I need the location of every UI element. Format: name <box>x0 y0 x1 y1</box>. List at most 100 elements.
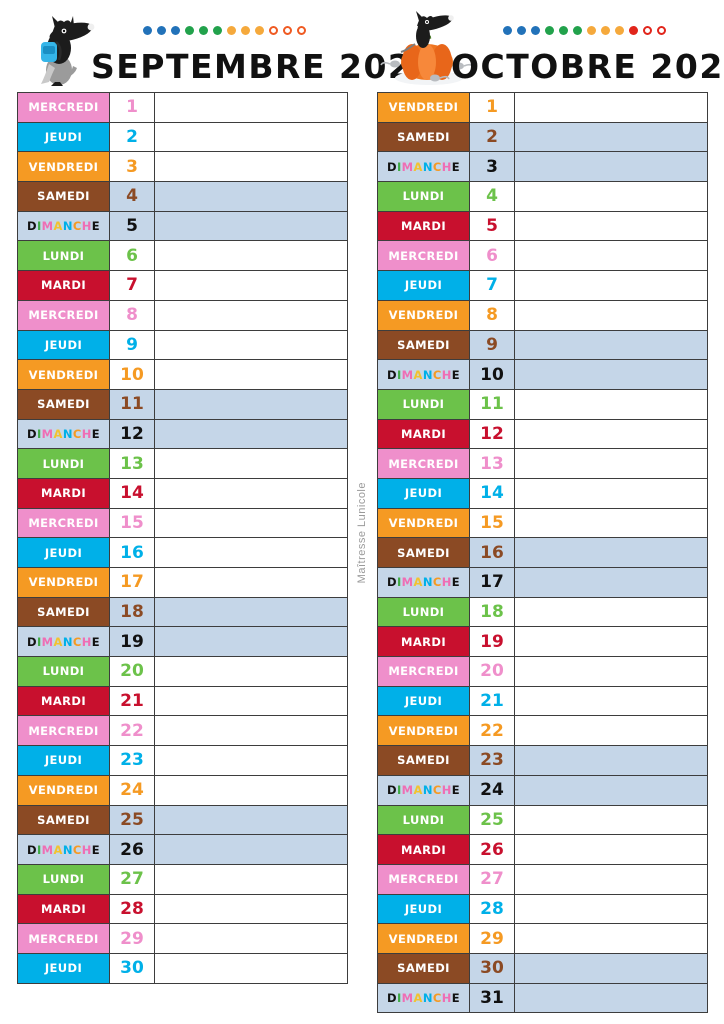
notes-cell[interactable] <box>514 685 708 717</box>
progress-dot <box>601 26 610 35</box>
notes-cell[interactable] <box>154 715 348 747</box>
notes-cell[interactable] <box>154 923 348 954</box>
notes-cell[interactable] <box>514 834 708 865</box>
notes-cell[interactable] <box>154 329 348 361</box>
notes-cell[interactable] <box>514 210 708 242</box>
notes-cell[interactable] <box>514 121 708 153</box>
notes-cell[interactable] <box>514 359 708 390</box>
day-number-cell: 12 <box>109 418 155 450</box>
notes-cell[interactable] <box>514 477 708 509</box>
notes-cell[interactable] <box>154 418 348 450</box>
day-name-cell: JEUDI <box>377 685 470 717</box>
notes-cell[interactable] <box>514 656 708 687</box>
notes-cell[interactable] <box>514 270 708 301</box>
day-name-cell: SAMEDI <box>377 329 470 361</box>
notes-cell[interactable] <box>514 982 708 1014</box>
notes-cell[interactable] <box>154 388 348 420</box>
day-label: SAMEDI <box>37 189 90 204</box>
day-number-cell: 11 <box>109 388 155 420</box>
notes-cell[interactable] <box>154 448 348 479</box>
calendar-row: DIMANCHE 17 <box>377 567 708 598</box>
notes-cell[interactable] <box>154 210 348 242</box>
day-name-cell: SAMEDI <box>17 388 110 420</box>
day-number-cell: 9 <box>109 329 155 361</box>
day-label: JEUDI <box>404 486 443 501</box>
notes-cell[interactable] <box>154 121 348 153</box>
notes-cell[interactable] <box>154 181 348 212</box>
notes-cell[interactable] <box>514 418 708 450</box>
notes-cell[interactable] <box>514 596 708 628</box>
notes-cell[interactable] <box>514 151 708 183</box>
notes-cell[interactable] <box>514 715 708 747</box>
day-number-cell: 20 <box>469 656 515 687</box>
day-name-cell: VENDREDI <box>377 715 470 747</box>
wolf-with-backpack-icon <box>19 4 105 88</box>
notes-cell[interactable] <box>154 151 348 183</box>
notes-cell[interactable] <box>514 893 708 925</box>
progress-dot <box>531 26 540 35</box>
notes-cell[interactable] <box>514 745 708 776</box>
notes-cell[interactable] <box>514 181 708 212</box>
notes-cell[interactable] <box>154 952 348 984</box>
notes-cell[interactable] <box>514 448 708 479</box>
notes-cell[interactable] <box>154 774 348 806</box>
progress-dot <box>255 26 264 35</box>
notes-cell[interactable] <box>514 863 708 895</box>
progress-dot <box>227 26 236 35</box>
header-right-october: OCTOBRE 2021 <box>451 0 724 92</box>
notes-cell[interactable] <box>514 240 708 272</box>
notes-cell[interactable] <box>154 299 348 331</box>
progress-dot <box>643 26 652 35</box>
notes-cell[interactable] <box>154 863 348 895</box>
calendar-row: LUNDI 25 <box>377 804 708 836</box>
notes-cell[interactable] <box>154 626 348 658</box>
notes-cell[interactable] <box>514 299 708 331</box>
notes-cell[interactable] <box>154 596 348 628</box>
day-label: DIMANCHE <box>387 575 460 590</box>
notes-cell[interactable] <box>154 240 348 272</box>
day-name-cell: JEUDI <box>17 745 110 776</box>
notes-cell[interactable] <box>514 388 708 420</box>
calendar-row: MARDI 19 <box>377 626 708 658</box>
progress-dot <box>559 26 568 35</box>
day-label: LUNDI <box>42 664 85 679</box>
notes-cell[interactable] <box>514 804 708 836</box>
notes-cell[interactable] <box>514 952 708 984</box>
progress-dot <box>629 26 638 35</box>
notes-cell[interactable] <box>514 774 708 806</box>
notes-cell[interactable] <box>514 329 708 361</box>
notes-cell[interactable] <box>154 834 348 865</box>
day-number-cell: 11 <box>469 388 515 420</box>
calendar-row: MERCREDI 20 <box>377 656 708 687</box>
notes-cell[interactable] <box>154 567 348 598</box>
month-title-october: OCTOBRE 2021 <box>451 47 724 86</box>
day-label: MARDI <box>400 842 447 857</box>
notes-cell[interactable] <box>514 626 708 658</box>
notes-cell[interactable] <box>154 507 348 539</box>
notes-cell[interactable] <box>154 893 348 925</box>
day-name-cell: SAMEDI <box>17 596 110 628</box>
day-label: MARDI <box>400 219 447 234</box>
notes-cell[interactable] <box>154 685 348 717</box>
notes-cell[interactable] <box>154 92 348 123</box>
notes-cell[interactable] <box>514 537 708 568</box>
day-number-cell: 15 <box>469 507 515 539</box>
notes-cell[interactable] <box>154 270 348 301</box>
notes-cell[interactable] <box>154 359 348 390</box>
day-number-cell: 13 <box>469 448 515 479</box>
calendar-row: LUNDI 6 <box>17 240 348 272</box>
notes-cell[interactable] <box>514 507 708 539</box>
notes-cell[interactable] <box>514 92 708 123</box>
notes-cell[interactable] <box>154 804 348 836</box>
notes-cell[interactable] <box>514 567 708 598</box>
day-name-cell: LUNDI <box>377 181 470 212</box>
notes-cell[interactable] <box>514 923 708 954</box>
notes-cell[interactable] <box>154 537 348 568</box>
calendar-row: SAMEDI 2 <box>377 121 708 153</box>
calendar-row: LUNDI 11 <box>377 388 708 420</box>
notes-cell[interactable] <box>154 477 348 509</box>
notes-cell[interactable] <box>154 745 348 776</box>
notes-cell[interactable] <box>154 656 348 687</box>
day-name-cell: DIMANCHE <box>377 774 470 806</box>
day-label: VENDREDI <box>388 723 459 738</box>
